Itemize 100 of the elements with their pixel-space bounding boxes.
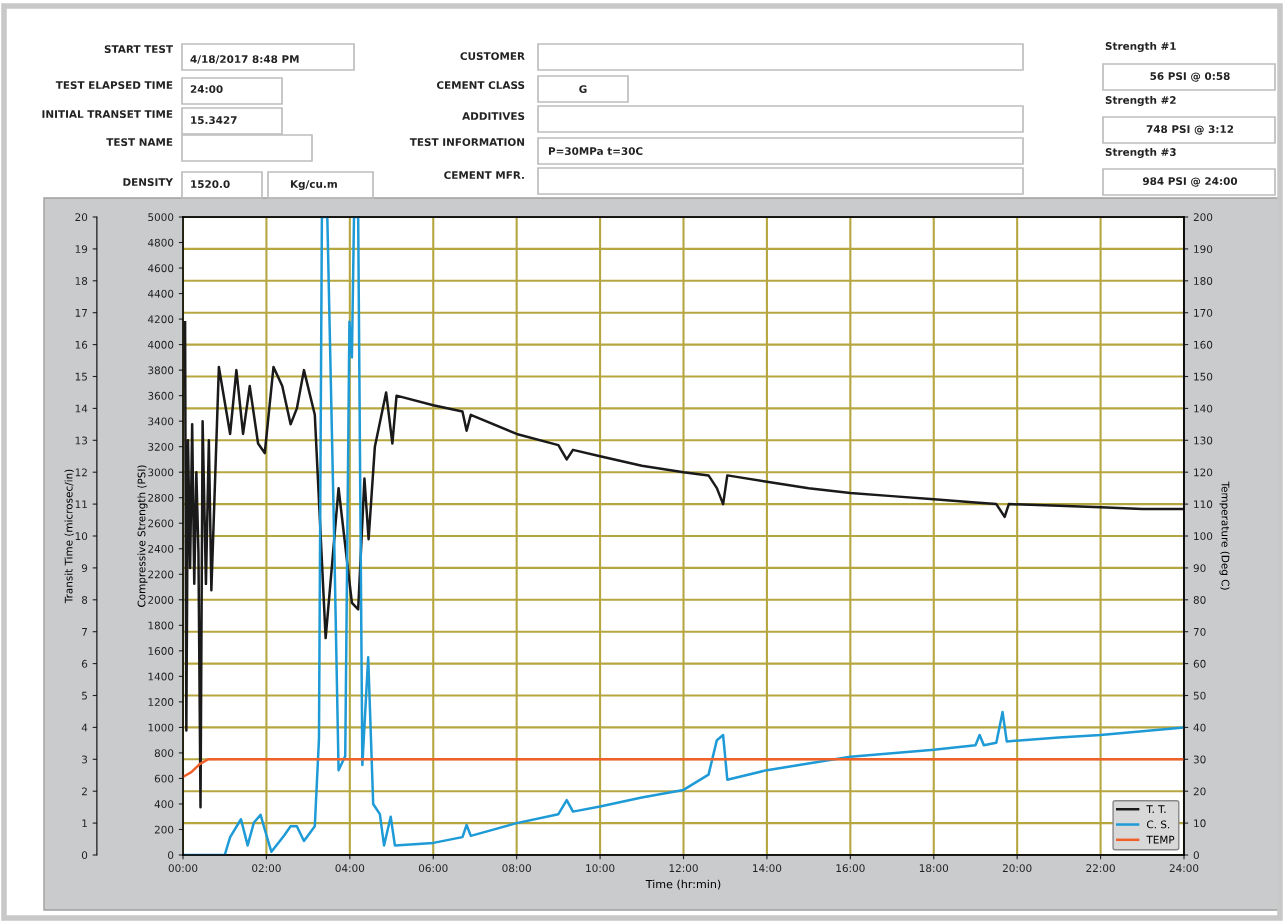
y2-tick-label: 2000: [148, 596, 174, 604]
y-tick-label: 14: [75, 404, 88, 413]
x-tick-label: 06:00: [418, 864, 448, 873]
text: TEST INFORMATION: [409, 138, 525, 147]
y-tick-label: 18: [75, 277, 88, 285]
text: 984 PSI @ 24:00: [1142, 177, 1238, 187]
y2-tick-label: 4800: [147, 238, 174, 247]
y3-axis-title: Temperature (Deg C): [1219, 481, 1230, 590]
y2-tick-label: 800: [154, 749, 174, 758]
y2-tick-label: 5000: [148, 213, 174, 222]
x-tick-label: 10:00: [586, 864, 615, 873]
y2-tick-label: 2800: [148, 493, 174, 502]
y3-tick-label: 160: [1194, 340, 1213, 349]
text: 56 PSI @ 0:58: [1150, 72, 1230, 82]
legend-label: C. S.: [1147, 820, 1170, 829]
y3-tick-label: 30: [1193, 755, 1206, 764]
y3-tick-label: 200: [1193, 213, 1213, 222]
text: Strength #3: [1105, 147, 1176, 159]
y2-tick-label: 4200: [147, 315, 174, 324]
y3-tick-label: 20: [1193, 787, 1206, 796]
y-tick-label: 5: [82, 691, 87, 700]
y-tick-label: 2: [82, 787, 87, 796]
y2-axis-title: Compressive Strength (PSI): [137, 465, 148, 607]
text: Kg/cu.m: [290, 180, 337, 191]
line-series: [183, 758, 1184, 779]
text: CEMENT CLASS: [436, 81, 525, 90]
y3-tick-label: 110: [1194, 500, 1213, 509]
y3-tick-label: 180: [1194, 277, 1213, 285]
y-tick-label: 13: [75, 436, 88, 445]
y2-tick-label: 1800: [148, 621, 174, 630]
y2-tick-label: 200: [154, 825, 174, 834]
text: Strength #2: [1105, 95, 1176, 107]
y2-tick-label: 2200: [148, 570, 174, 579]
text: Strength #1: [1105, 41, 1176, 53]
y3-tick-label: 70: [1193, 627, 1206, 636]
y-tick-label: 19: [75, 245, 88, 254]
y2-tick-label: 0: [168, 851, 174, 860]
y3-tick-label: 140: [1194, 404, 1213, 413]
y-tick-label: 0: [81, 851, 88, 860]
y2-tick-label: 4600: [147, 264, 174, 273]
y3-tick-label: 60: [1193, 659, 1206, 668]
y2-tick-label: 1400: [148, 672, 174, 681]
y-tick-label: 9: [81, 564, 88, 573]
text: G: [579, 85, 587, 94]
x-tick-label: 12:00: [669, 864, 698, 873]
line-series: [183, 217, 1184, 855]
y3-tick-label: 130: [1194, 436, 1213, 445]
text: 1520.0: [191, 180, 230, 189]
x-tick-label: 08:00: [502, 864, 531, 873]
y2-tick-label: 3800: [148, 366, 174, 375]
y-tick-label: 3: [82, 755, 88, 764]
y-tick-label: 4: [81, 723, 88, 732]
y-tick-label: 20: [75, 213, 88, 222]
y2-tick-label: 4000: [147, 340, 174, 349]
x-tick-label: 04:00: [335, 864, 365, 873]
text: TEST ELAPSED TIME: [55, 81, 173, 90]
text: DENSITY: [123, 178, 174, 187]
y2-tick-label: 3600: [148, 391, 174, 400]
y2-tick-label: 600: [154, 774, 174, 783]
y-tick-label: 16: [75, 340, 88, 349]
y3-tick-label: 0: [1193, 851, 1199, 860]
x-tick-label: 24:00: [1169, 864, 1199, 873]
y2-tick-label: 400: [154, 800, 174, 809]
y3-tick-label: 170: [1194, 308, 1213, 317]
y2-tick-label: 2400: [148, 544, 174, 553]
y3-tick-label: 10: [1194, 819, 1206, 828]
legend-label: TEMP: [1146, 835, 1175, 844]
y3-tick-label: 120: [1194, 468, 1213, 477]
x-tick-label: 00:00: [168, 864, 198, 873]
x-tick-label: 14:00: [753, 864, 782, 873]
y3-tick-label: 100: [1194, 532, 1213, 541]
x-tick-label: 16:00: [836, 864, 865, 873]
text: 24:00: [190, 85, 223, 94]
x-tick-label: 20:00: [1002, 864, 1032, 873]
y3-tick-label: 150: [1194, 372, 1213, 381]
y3-tick-label: 50: [1193, 691, 1206, 700]
y-tick-label: 6: [81, 659, 88, 668]
y3-tick-label: 90: [1193, 564, 1206, 573]
y2-tick-label: 1000: [148, 723, 174, 732]
text: 15.3427: [191, 116, 237, 125]
x-tick-label: 18:00: [919, 864, 949, 873]
y3-tick-label: 80: [1193, 596, 1206, 604]
y-tick-label: 11: [75, 500, 87, 509]
y-tick-label: 8: [81, 596, 88, 604]
text: ADDITIVES: [462, 112, 525, 121]
text: CUSTOMER: [460, 52, 525, 61]
y2-tick-label: 3200: [148, 442, 174, 451]
y2-tick-label: 2600: [148, 519, 174, 528]
y-tick-label: 15: [75, 372, 87, 381]
text: START TEST: [104, 45, 173, 54]
x-tick-label: 22:00: [1086, 864, 1115, 873]
y2-tick-label: 1200: [148, 698, 174, 706]
text: INITIAL TRANSET TIME: [42, 110, 173, 119]
text: 748 PSI @ 3:12: [1146, 125, 1234, 135]
legend-label: T. T.: [1146, 805, 1166, 813]
y3-tick-label: 190: [1194, 245, 1213, 254]
x-axis-title: Time (hr:min): [645, 879, 721, 890]
y2-tick-label: 1600: [148, 647, 174, 655]
y2-tick-label: 3000: [148, 468, 174, 477]
y-tick-label: 1: [82, 819, 87, 828]
